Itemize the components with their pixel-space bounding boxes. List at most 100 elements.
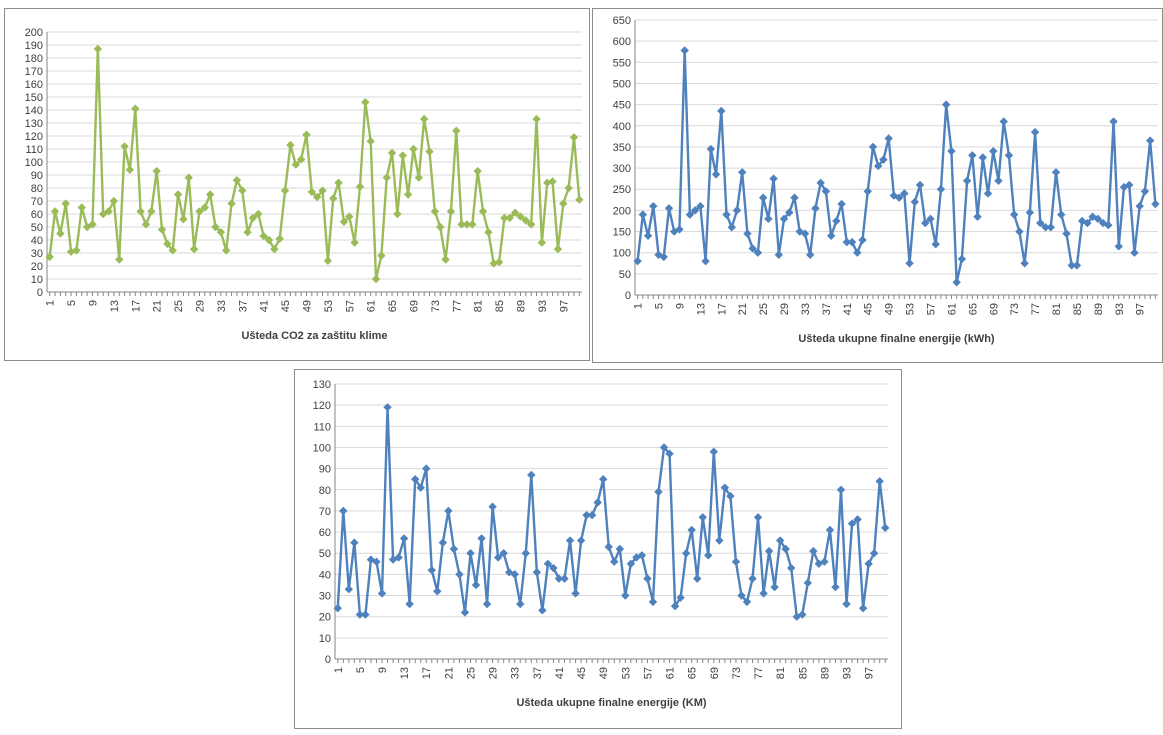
data-point-marker xyxy=(847,519,857,528)
x-tick-label: 5 xyxy=(355,667,367,673)
x-tick-label: 45 xyxy=(863,303,875,315)
data-point-marker xyxy=(446,207,456,216)
data-point-marker xyxy=(1119,182,1129,192)
x-tick-label: 1 xyxy=(633,303,645,309)
x-tick-label: 57 xyxy=(925,303,937,315)
data-point-marker xyxy=(743,229,752,238)
data-point-marker xyxy=(200,203,210,212)
data-point-marker xyxy=(1072,261,1082,270)
data-point-marker xyxy=(1135,201,1144,211)
data-point-marker xyxy=(323,256,333,265)
x-tick-label: 69 xyxy=(709,667,721,679)
x-tick-label: 41 xyxy=(842,303,854,315)
data-point-marker xyxy=(693,574,702,583)
data-point-marker xyxy=(500,213,509,223)
x-tick-label: 97 xyxy=(864,667,876,679)
data-point-marker xyxy=(339,506,348,516)
data-point-marker xyxy=(790,193,799,202)
x-tick-label: 97 xyxy=(558,300,570,312)
x-tick-label: 57 xyxy=(344,300,356,312)
data-point-marker xyxy=(587,510,597,520)
x-axis-tick-labels: 1 5 9 13 17 21 25 29 33 37 41 45 49 53 57 61 65 69 73 77 81 8… xyxy=(633,295,1156,315)
x-tick-label: 13 xyxy=(399,667,411,679)
data-point-marker xyxy=(832,216,841,226)
data-point-marker xyxy=(329,194,338,203)
data-point-marker xyxy=(494,257,504,267)
data-point-marker xyxy=(842,237,852,247)
data-point-marker xyxy=(962,176,972,185)
data-point-marker xyxy=(157,225,167,234)
data-point-marker xyxy=(403,190,413,199)
x-axis-tick-labels: 1 5 9 13 17 21 25 29 33 37 41 45 49 53 57 61 65 69 73 77 81 8… xyxy=(333,659,886,679)
data-point-marker xyxy=(460,608,470,617)
data-point-marker xyxy=(836,485,846,494)
data-point-marker xyxy=(571,589,580,598)
data-point-marker xyxy=(704,551,713,560)
data-point-marker xyxy=(537,238,547,247)
x-tick-label: 89 xyxy=(1093,303,1105,315)
data-point-marker xyxy=(482,599,492,609)
series-line xyxy=(636,49,1157,284)
data-point-marker xyxy=(302,130,311,139)
data-point-marker xyxy=(680,46,689,55)
data-point-marker xyxy=(915,180,925,190)
data-point-marker xyxy=(488,502,497,511)
data-point-marker xyxy=(1093,214,1103,224)
x-tick-label: 5 xyxy=(66,300,78,306)
data-point-marker xyxy=(921,218,930,228)
data-point-marker xyxy=(216,228,226,237)
data-point-marker xyxy=(366,137,375,146)
data-point-marker xyxy=(1004,151,1014,160)
data-point-marker xyxy=(526,220,536,229)
data-point-marker xyxy=(205,190,215,199)
x-tick-label: 21 xyxy=(737,303,749,315)
y-tick-label: 0 xyxy=(37,287,43,299)
data-point-marker xyxy=(676,593,685,602)
x-tick-label: 17 xyxy=(716,303,728,315)
data-point-marker xyxy=(131,104,140,113)
co2-savings-chart: 0102030405060708090100110120130140150160… xyxy=(25,27,584,342)
data-point-marker xyxy=(599,474,608,484)
y-tick-label: 140 xyxy=(25,105,43,117)
data-point-marker xyxy=(726,491,735,501)
data-point-marker xyxy=(345,212,354,221)
data-point-marker xyxy=(803,578,813,588)
data-point-marker xyxy=(664,204,674,213)
data-point-marker xyxy=(393,209,402,219)
data-point-marker xyxy=(947,146,956,156)
x-tick-label: 65 xyxy=(967,303,979,315)
data-point-marker xyxy=(764,546,774,556)
y-tick-label: 70 xyxy=(31,196,43,208)
data-point-marker xyxy=(1145,136,1155,145)
data-point-marker xyxy=(168,246,177,255)
x-tick-label: 25 xyxy=(758,303,770,315)
y-tick-label: 60 xyxy=(31,209,43,221)
data-point-marker xyxy=(738,168,747,177)
x-tick-label: 41 xyxy=(554,667,566,679)
data-point-marker xyxy=(863,187,872,196)
data-point-marker xyxy=(858,604,868,613)
data-point-marker xyxy=(615,544,624,554)
data-point-marker xyxy=(569,133,579,142)
x-tick-label: 89 xyxy=(515,300,527,312)
data-point-marker xyxy=(905,259,914,268)
y-tick-label: 40 xyxy=(319,569,331,581)
x-tick-label: 37 xyxy=(237,300,249,312)
data-point-marker xyxy=(189,244,199,254)
x-tick-label: 53 xyxy=(905,303,917,315)
y-tick-label: 160 xyxy=(25,79,43,91)
data-point-marker xyxy=(775,536,785,545)
data-point-marker xyxy=(227,199,236,208)
y-tick-label: 150 xyxy=(613,227,631,239)
data-point-marker xyxy=(527,470,536,480)
data-point-marker xyxy=(361,610,370,619)
data-point-marker xyxy=(473,166,482,176)
data-point-marker xyxy=(711,170,721,179)
y-tick-label: 400 xyxy=(613,121,631,133)
data-point-marker xyxy=(983,189,993,198)
data-point-marker xyxy=(377,589,387,598)
data-point-marker xyxy=(93,44,103,54)
x-tick-label: 73 xyxy=(1009,303,1021,315)
y-tick-label: 70 xyxy=(319,506,331,518)
y-tick-label: 20 xyxy=(319,612,331,624)
